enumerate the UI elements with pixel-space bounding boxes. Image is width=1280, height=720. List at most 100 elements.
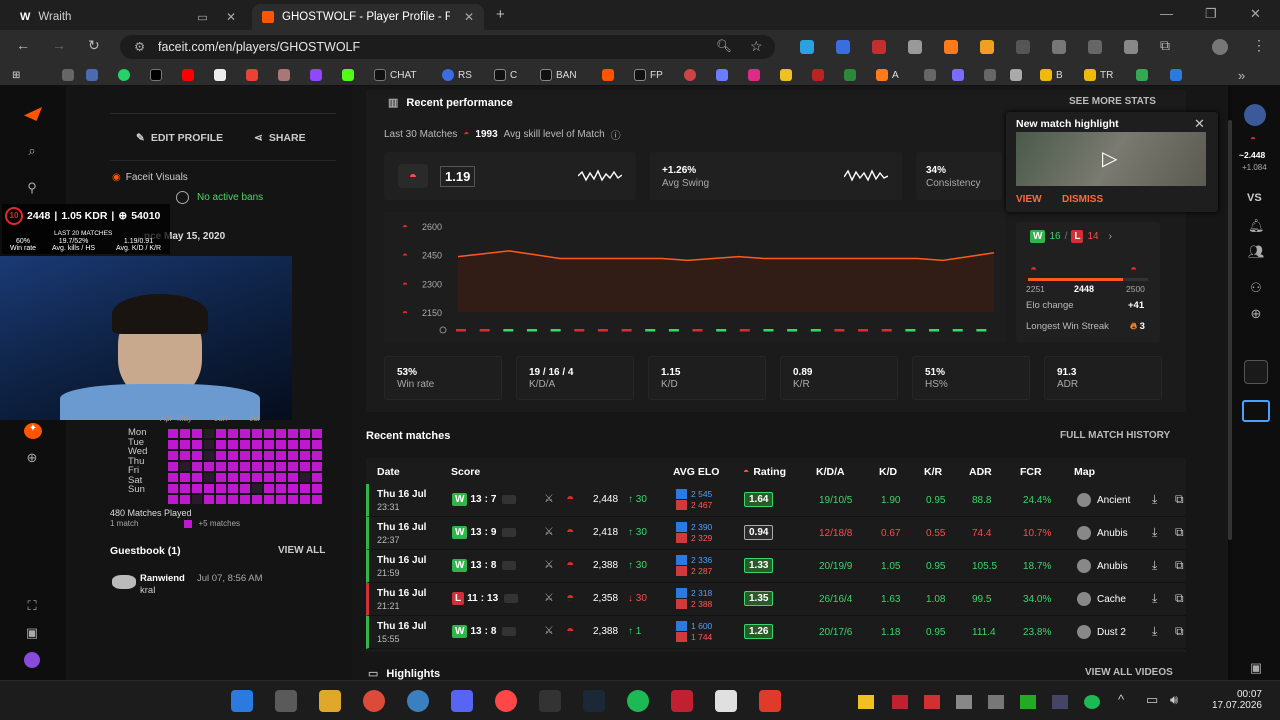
- tray-icon[interactable]: [956, 695, 972, 709]
- download-icon[interactable]: ⤓: [1152, 591, 1158, 605]
- tray-icon[interactable]: [1052, 695, 1068, 709]
- play-icon[interactable]: ▷: [1102, 148, 1118, 170]
- add-friend-icon[interactable]: ⊕: [1250, 306, 1262, 321]
- extension-icon[interactable]: [836, 40, 850, 54]
- app-icon[interactable]: [715, 690, 737, 712]
- extensions-puzzle-icon[interactable]: ⧉: [1160, 37, 1170, 53]
- tray-icon[interactable]: [858, 695, 874, 709]
- folder-icon[interactable]: [924, 66, 936, 84]
- add-icon[interactable]: ⊕: [26, 450, 38, 465]
- chevron-up-icon[interactable]: ^: [1118, 692, 1125, 707]
- highlight-thumbnail[interactable]: ▷: [1016, 132, 1206, 186]
- steam-icon[interactable]: [583, 690, 605, 712]
- twitch-icon[interactable]: [310, 66, 322, 84]
- bookmark-b[interactable]: B: [1040, 66, 1063, 84]
- whatsapp-icon[interactable]: [118, 66, 130, 84]
- extension-icon[interactable]: [800, 40, 814, 54]
- highlight-dismiss-button[interactable]: DISMISS: [1062, 194, 1104, 205]
- extension-icon[interactable]: [1124, 40, 1138, 54]
- store-icon[interactable]: [275, 690, 297, 712]
- external-link-icon[interactable]: ⧉: [1175, 492, 1184, 506]
- external-link-icon[interactable]: ⧉: [1175, 624, 1184, 638]
- bookmark-rs[interactable]: RS: [442, 66, 472, 84]
- apps-grid-icon[interactable]: ⊞: [12, 69, 21, 81]
- bookmark-tr[interactable]: TR: [1084, 66, 1113, 84]
- highlight-view-button[interactable]: VIEW: [1016, 194, 1042, 205]
- file-explorer-icon[interactable]: [319, 690, 341, 712]
- bookmark-icon[interactable]: [716, 66, 728, 84]
- external-link-icon[interactable]: ⧉: [1175, 525, 1184, 539]
- download-icon[interactable]: ⤓: [1152, 624, 1158, 638]
- download-icon[interactable]: ⤓: [1152, 492, 1158, 506]
- see-more-stats-link[interactable]: SEE MORE STATS: [1069, 96, 1156, 107]
- more-bookmarks-icon[interactable]: »: [1238, 67, 1246, 83]
- zoom-icon[interactable]: 🔍︎: [716, 39, 732, 53]
- extension-icon[interactable]: [872, 40, 886, 54]
- gmail-icon[interactable]: [246, 66, 258, 84]
- extension-icon[interactable]: [1088, 40, 1102, 54]
- chip-icon[interactable]: [1242, 400, 1270, 422]
- close-icon[interactable]: ✕: [463, 10, 474, 24]
- bookmark-icon[interactable]: [602, 66, 614, 84]
- bookmark-star-icon[interactable]: ☆: [750, 38, 763, 54]
- forward-icon[interactable]: →: [52, 37, 66, 53]
- user-avatar[interactable]: [24, 652, 40, 668]
- guest-name[interactable]: Ranwiend: [140, 573, 185, 584]
- guestbook-view-all[interactable]: VIEW ALL: [278, 545, 326, 556]
- external-link-icon[interactable]: ⧉: [1175, 591, 1184, 605]
- minimize-icon[interactable]: —: [1160, 6, 1173, 21]
- tab-wraith[interactable]: W Wraith ▭ ✕: [10, 4, 246, 30]
- kick-icon[interactable]: [342, 66, 354, 84]
- bookmark-icon[interactable]: [86, 66, 98, 84]
- match-row[interactable]: Thu 16 Jul 21:59 W 13:8 ⚔ ◓ 2,388 ↑ 30 2 336 2 28…: [366, 550, 1186, 583]
- view-all-videos-link[interactable]: VIEW ALL VIDEOS: [1085, 667, 1173, 678]
- guest-avatar[interactable]: [112, 575, 136, 589]
- versus-button[interactable]: VS: [1247, 192, 1262, 204]
- app-icon[interactable]: [759, 690, 781, 712]
- download-icon[interactable]: ⤓: [1152, 525, 1158, 539]
- match-row[interactable]: Thu 16 Jul 21:21 L 11:13 ⚔ ◓ 2,358 ↓ 30 2 318 2 3…: [366, 583, 1186, 616]
- orange-app-icon[interactable]: ✦: [24, 423, 42, 439]
- tray-icon[interactable]: [988, 695, 1004, 709]
- briefcase-icon[interactable]: ▣: [25, 625, 39, 640]
- reload-icon[interactable]: ↻: [88, 37, 100, 53]
- windows-start-icon[interactable]: [231, 690, 253, 712]
- match-row[interactable]: Thu 16 Jul 15:55 W 13:8 ⚔ ◓ 2,388 ↑ 1 1 600 1 744…: [366, 616, 1186, 649]
- bookmark-icon[interactable]: [844, 66, 856, 84]
- bookmark-a[interactable]: A: [876, 66, 899, 84]
- bookmark-fp[interactable]: FP: [634, 66, 663, 84]
- app-icon[interactable]: [407, 690, 429, 712]
- bookmark-c[interactable]: C: [494, 66, 517, 84]
- bookmark-icon[interactable]: [812, 66, 824, 84]
- site-info-icon[interactable]: ⚙: [134, 40, 146, 54]
- extension-icon[interactable]: [908, 40, 922, 54]
- chrome-icon[interactable]: [363, 690, 385, 712]
- clock[interactable]: 00:07 17.07.2026: [1202, 689, 1262, 711]
- party-icon[interactable]: ⚇: [1250, 280, 1262, 295]
- drive-icon[interactable]: [1136, 66, 1148, 84]
- bookmark-icon[interactable]: [278, 66, 290, 84]
- edit-profile-button[interactable]: ✎ EDIT PROFILE: [136, 132, 223, 144]
- extension-icon[interactable]: [944, 40, 958, 54]
- full-match-history-link[interactable]: FULL MATCH HISTORY: [1060, 430, 1171, 441]
- chevron-right-icon[interactable]: ›: [1108, 231, 1112, 242]
- download-icon[interactable]: ⤓: [1152, 558, 1158, 572]
- find-players-icon[interactable]: ⚲: [27, 180, 37, 195]
- bell-icon[interactable]: 🔔︎: [1248, 218, 1265, 233]
- share-button[interactable]: ⋖ SHARE: [254, 132, 306, 144]
- bookmark-ban[interactable]: BAN: [540, 66, 577, 84]
- folder-icon[interactable]: [62, 66, 74, 84]
- ea-icon[interactable]: [495, 690, 517, 712]
- app-icon[interactable]: [671, 690, 693, 712]
- friend-avatar[interactable]: [1244, 104, 1266, 126]
- x-icon[interactable]: [150, 66, 162, 84]
- friends-icon[interactable]: 👥︎: [1248, 244, 1265, 259]
- tray-icon[interactable]: [892, 695, 908, 709]
- bookmark-icon[interactable]: [684, 66, 696, 84]
- extension-icon[interactable]: [1052, 40, 1066, 54]
- app-icon[interactable]: [1244, 360, 1268, 384]
- network-icon[interactable]: ▭: [1146, 692, 1159, 707]
- extension-icon[interactable]: [980, 40, 994, 54]
- profile-avatar[interactable]: [1212, 39, 1228, 55]
- search-icon[interactable]: ⌕: [28, 143, 36, 158]
